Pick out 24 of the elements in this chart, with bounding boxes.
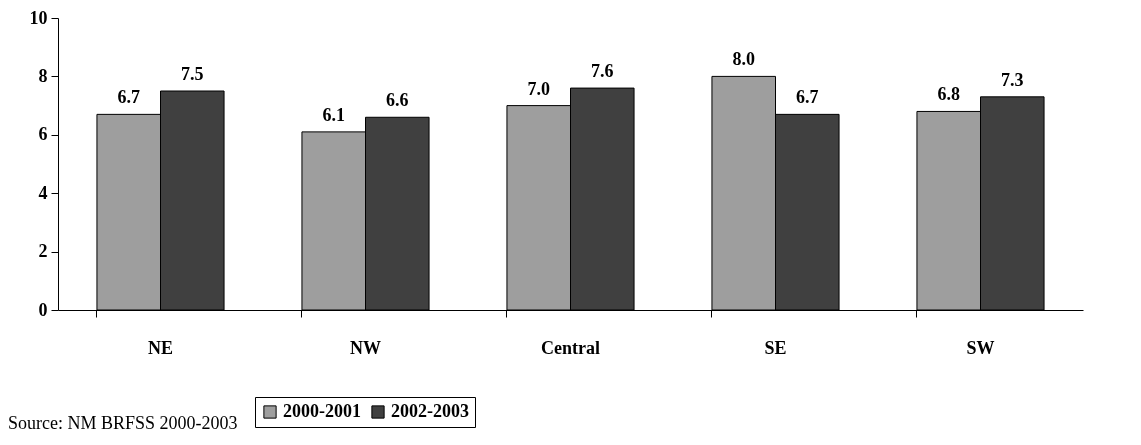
data-label: 7.0 (527, 78, 550, 99)
data-label: 6.8 (937, 84, 960, 105)
x-tick-label: SW (966, 337, 995, 358)
y-tick-label: 0 (38, 299, 48, 320)
x-tick-label: Central (541, 337, 600, 358)
x-tick-label: NW (350, 337, 381, 358)
data-label: 7.3 (1001, 69, 1024, 90)
x-tick-label: SE (764, 337, 787, 358)
legend-label: 2002-2003 (391, 401, 469, 421)
data-label: 7.5 (181, 64, 204, 84)
y-tick-label: 2 (38, 241, 48, 262)
y-tick-label: 8 (38, 65, 48, 86)
y-tick-label: 6 (38, 124, 48, 145)
data-label: 7.6 (591, 61, 614, 82)
source-note: Source: NM BRFSS 2000-2003 (8, 413, 238, 434)
y-tick-label: 10 (29, 7, 48, 28)
data-label: 6.7 (117, 87, 140, 108)
y-tick-label: 4 (38, 182, 48, 203)
data-label: 6.7 (796, 87, 819, 108)
data-label: 6.6 (386, 90, 409, 111)
legend-label: 2000-2001 (283, 401, 361, 421)
data-label: 6.1 (322, 104, 345, 125)
data-label: 8.0 (732, 49, 755, 70)
x-tick-label: NE (147, 337, 174, 358)
